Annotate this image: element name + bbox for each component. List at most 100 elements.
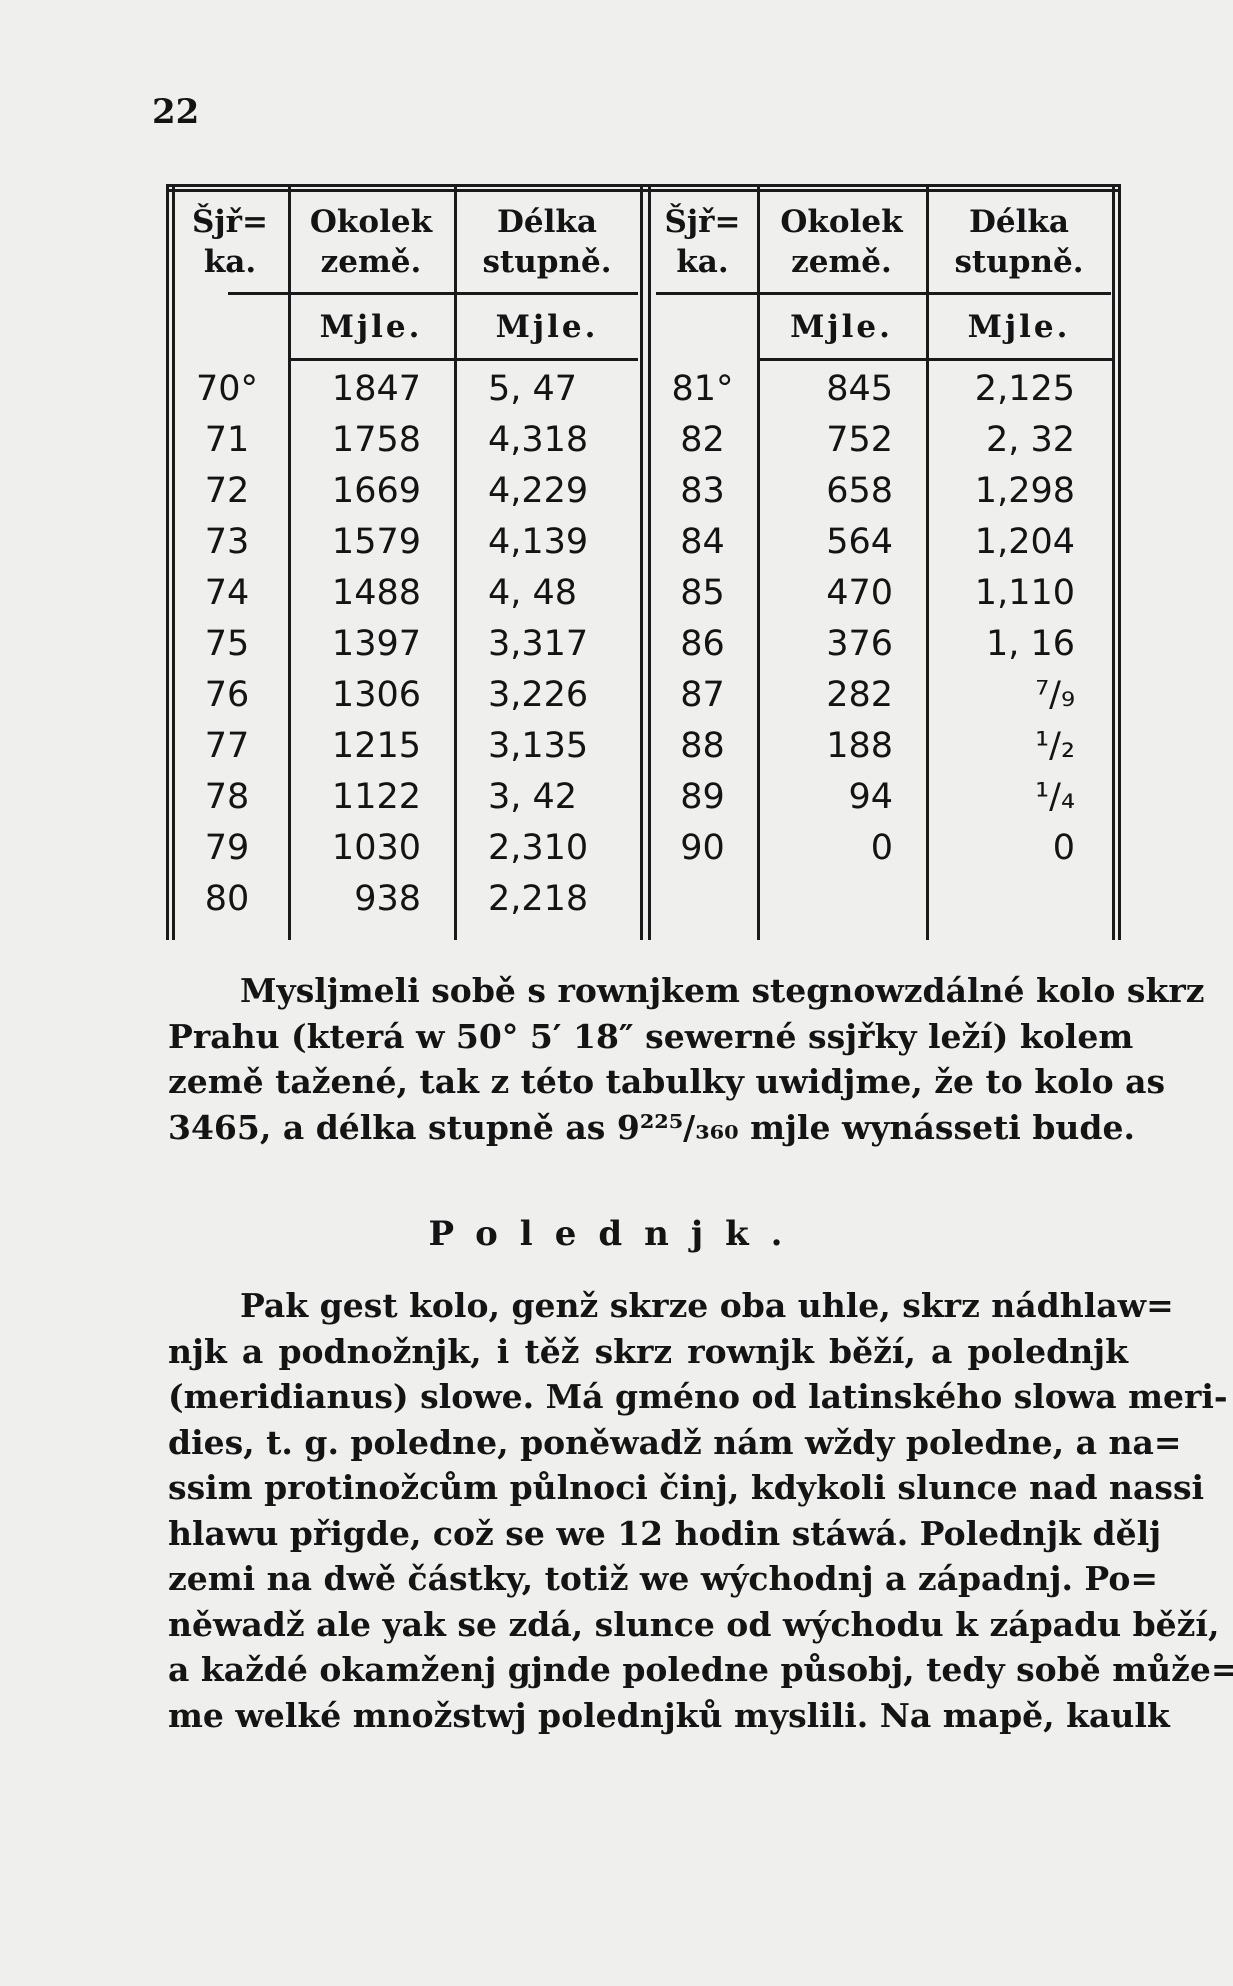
column-header-line: země. bbox=[791, 244, 892, 280]
unit-label: Mjle. bbox=[790, 309, 893, 345]
table-rule-header bbox=[656, 292, 1111, 295]
column-header-line: ka. bbox=[203, 244, 257, 280]
column-header-line: Délka bbox=[969, 204, 1069, 240]
unit-label: Mjle. bbox=[967, 309, 1071, 345]
table-cell: 89 bbox=[680, 777, 725, 817]
column-header: Šjř= ka. bbox=[172, 202, 288, 282]
table-cell: 72 bbox=[204, 471, 250, 511]
text-line: zemi na dwě částky, totiž we wýchodnj a … bbox=[168, 1559, 1159, 1598]
table-cell: 282 bbox=[826, 675, 893, 715]
table-cell: 81° bbox=[671, 369, 734, 409]
table-cell: 1669 bbox=[331, 471, 421, 511]
table-cell: 71 bbox=[204, 420, 250, 460]
text-line: njk a podnožnjk, i těž skrz rownjk běží,… bbox=[168, 1331, 1128, 1371]
text-line: ssim protinožcům půlnoci činj, kdykoli s… bbox=[168, 1468, 1205, 1507]
column-header-line: Délka bbox=[497, 204, 597, 240]
table-cell: 1488 bbox=[331, 573, 421, 613]
text-line: a každé okamženj gjnde poledne působj, t… bbox=[168, 1650, 1233, 1689]
column-header-line: Okolek bbox=[309, 204, 433, 240]
table-rule-vertical bbox=[926, 184, 929, 940]
table-cell: 3, 42 bbox=[488, 777, 578, 817]
column-header: Okolek země. bbox=[757, 202, 926, 282]
text-line: Mysljmeli sobě s rownjkem stegnowzdálné … bbox=[240, 971, 1205, 1010]
table-cell: 73 bbox=[204, 522, 250, 562]
table-cell: 0 bbox=[870, 828, 893, 868]
table-cell: 76 bbox=[204, 675, 250, 715]
text-line: dies, t. g. poledne, poněwadž nám wždy p… bbox=[168, 1422, 1182, 1462]
table-cell: 4, 48 bbox=[488, 573, 578, 613]
latitude-table: Šjř= ka. Okolek země. Délka stupně. Šjř= ka. Oko… bbox=[166, 184, 1121, 940]
table-cell: 376 bbox=[826, 624, 893, 664]
table-cell: 86 bbox=[680, 624, 725, 664]
table-cell: ⁷/₉ bbox=[1035, 675, 1075, 715]
column-header: Okolek země. bbox=[288, 202, 454, 282]
table-cell: 77 bbox=[204, 726, 250, 766]
table-cell: 3,226 bbox=[488, 675, 589, 715]
text-line: země tažené, tak z této tabulky uwidjme,… bbox=[168, 1062, 1166, 1101]
table-cell: 74 bbox=[204, 573, 250, 613]
table-rule-vertical bbox=[1112, 184, 1115, 940]
table-rule-unit bbox=[288, 358, 638, 361]
table-cell: 470 bbox=[826, 573, 893, 613]
text-line: hlawu přigde, což se we 12 hodin stáwá. … bbox=[168, 1513, 1162, 1553]
table-cell: 1,110 bbox=[974, 573, 1075, 613]
table-cell: 5, 47 bbox=[488, 369, 578, 409]
table-cell: 75 bbox=[204, 624, 250, 664]
section-heading: Polednjk. bbox=[428, 1214, 805, 1254]
table-cell: 79 bbox=[204, 828, 250, 868]
column-header-line: ka. bbox=[676, 244, 729, 280]
table-rule-vertical bbox=[454, 184, 457, 940]
table-cell: 88 bbox=[680, 726, 725, 766]
table-cell: 4,139 bbox=[488, 522, 589, 562]
table-cell: 2,125 bbox=[974, 369, 1075, 409]
table-cell: 658 bbox=[826, 471, 893, 511]
table-cell: 845 bbox=[826, 369, 893, 409]
column-header-line: země. bbox=[320, 244, 422, 280]
column-header: Šjř= ka. bbox=[648, 202, 757, 282]
table-cell: 188 bbox=[826, 726, 893, 766]
table-cell: 83 bbox=[680, 471, 725, 511]
table-cell: 4,229 bbox=[488, 471, 589, 511]
table-cell: 1, 16 bbox=[985, 624, 1075, 664]
table-cell: 82 bbox=[680, 420, 725, 460]
table-rule-vertical bbox=[288, 184, 291, 940]
table-rule-vertical bbox=[640, 184, 643, 940]
table-cell: 78 bbox=[204, 777, 250, 817]
table-cell: 80 bbox=[204, 879, 250, 919]
table-cell: 85 bbox=[680, 573, 725, 613]
table-rule-vertical bbox=[172, 184, 175, 940]
table-cell: 2,218 bbox=[488, 879, 589, 919]
page-number: 22 bbox=[152, 92, 200, 132]
column-header-line: Šjř= bbox=[664, 204, 741, 240]
table-rule-top bbox=[166, 189, 1121, 192]
table-cell: 1,204 bbox=[974, 522, 1075, 562]
table-cell: 3,317 bbox=[488, 624, 589, 664]
table-cell: 1030 bbox=[331, 828, 421, 868]
table-rule-vertical bbox=[757, 184, 760, 940]
table-cell: 1122 bbox=[331, 777, 421, 817]
column-header: Délka stupně. bbox=[926, 202, 1112, 282]
table-cell: 4,318 bbox=[488, 420, 589, 460]
table-cell: 2,310 bbox=[488, 828, 589, 868]
table-cell: 70° bbox=[195, 369, 259, 409]
table-cell: 1397 bbox=[331, 624, 421, 664]
text-line: Prahu (která w 50° 5′ 18″ sewerné ssjřky… bbox=[168, 1016, 1134, 1056]
table-rule-vertical bbox=[648, 184, 651, 940]
table-cell: 2, 32 bbox=[985, 420, 1075, 460]
table-cell: 0 bbox=[1052, 828, 1075, 868]
text-line: (meridianus) slowe. Má gméno od latinské… bbox=[168, 1377, 1228, 1416]
column-header-line: stupně. bbox=[482, 244, 612, 280]
table-cell: 84 bbox=[680, 522, 725, 562]
text-line: 3465, a délka stupně as 9²²⁵/₃₆₀ mjle wy… bbox=[168, 1107, 1135, 1147]
table-rule-header bbox=[228, 292, 638, 295]
table-cell: 938 bbox=[354, 879, 421, 919]
table-rule-vertical bbox=[166, 184, 169, 940]
table-cell: 1306 bbox=[331, 675, 421, 715]
table-cell: ¹/₂ bbox=[1035, 726, 1075, 766]
table-cell: 752 bbox=[826, 420, 893, 460]
table-cell: 1,298 bbox=[974, 471, 1075, 511]
text-line: me welké množstwj polednjků myslili. Na … bbox=[168, 1695, 1170, 1735]
table-cell: 1215 bbox=[331, 726, 421, 766]
table-cell: 564 bbox=[826, 522, 893, 562]
table-rule-top bbox=[166, 184, 1121, 187]
